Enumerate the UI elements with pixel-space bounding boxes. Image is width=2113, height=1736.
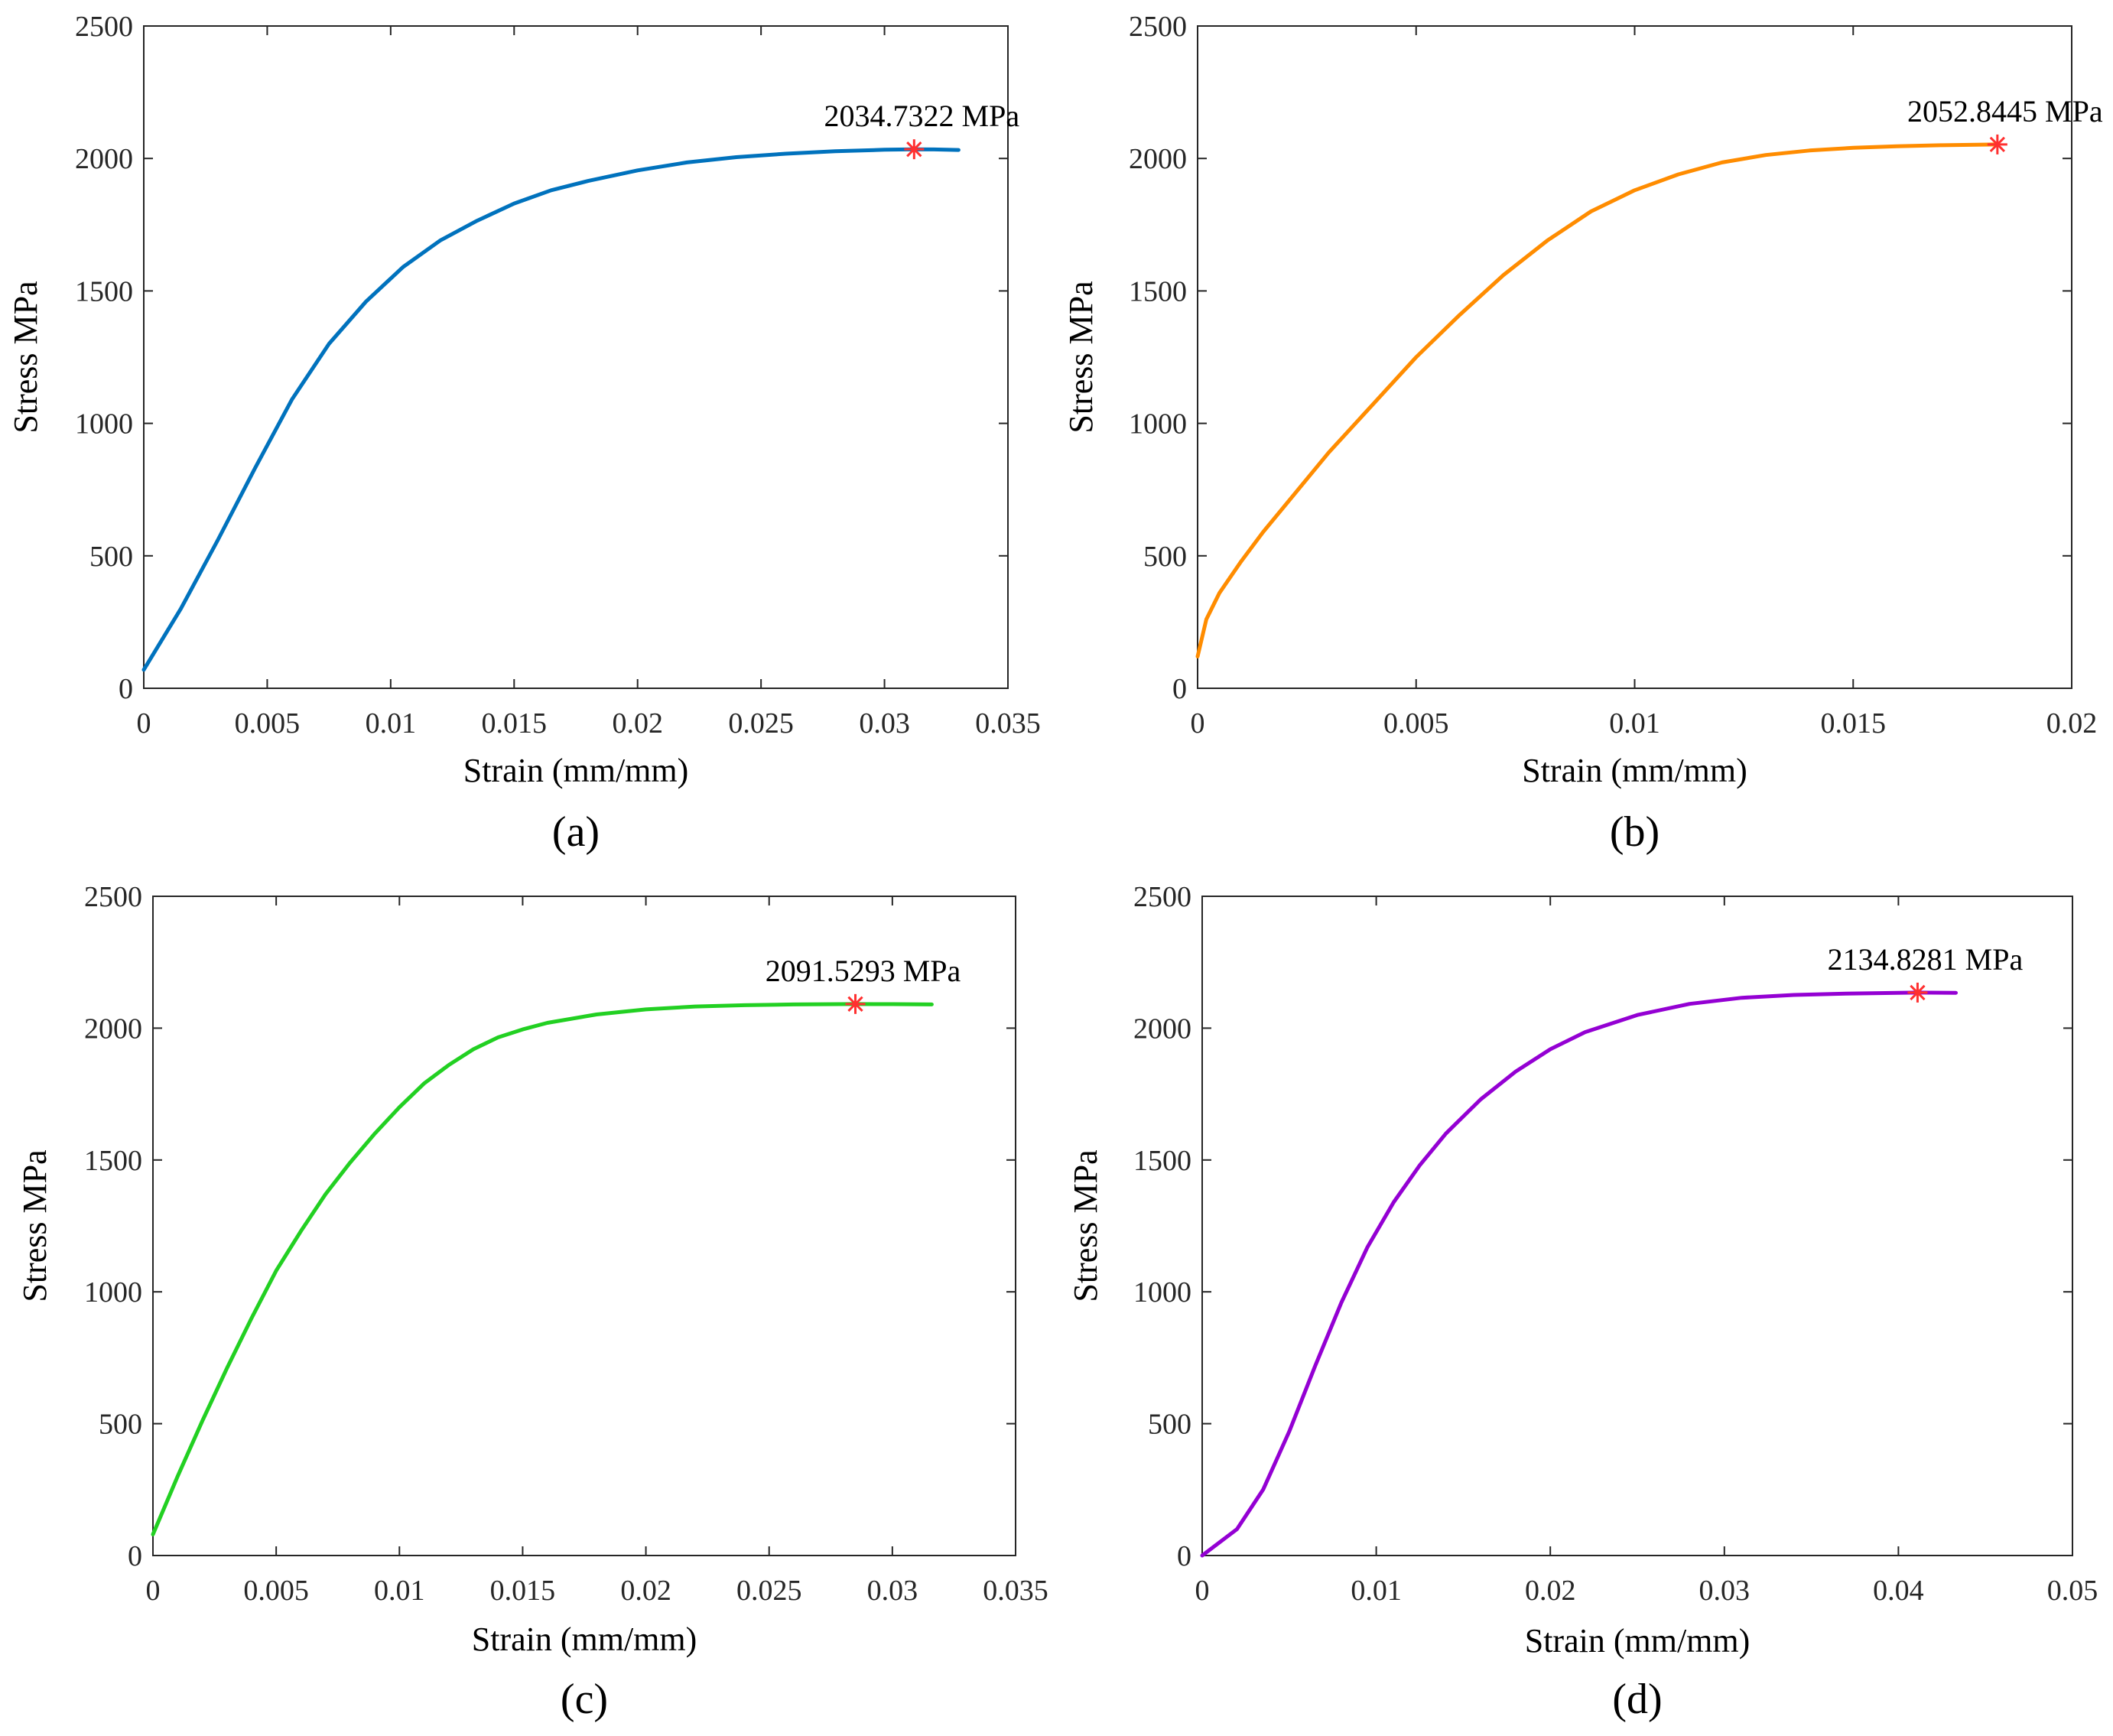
- chart-2-xlabel: Strain (mm/mm): [1522, 752, 1747, 789]
- chart-3-series-line: [151, 1002, 934, 1536]
- chart-4-axes-box: [1201, 896, 2073, 1556]
- chart-4-xtick-label: 0: [1195, 1575, 1210, 1607]
- chart-3-xtick-label: 0.03: [867, 1575, 918, 1607]
- chart-1-peak-label: 2034.7322 MPa: [824, 99, 1020, 133]
- chart-3-ytick-label: 500: [99, 1409, 142, 1441]
- chart-3-xtick-label: 0.015: [490, 1575, 556, 1607]
- chart-1-ytick-label: 1000: [75, 408, 133, 441]
- chart-2-panel: 0 0.005 0.01 0.015 0.02 0 500 1000 1500 2000 2500 S…: [1062, 11, 2103, 856]
- chart-3-xtick-label: 0.01: [374, 1575, 425, 1607]
- chart-4-ytick-label: 500: [1148, 1409, 1191, 1441]
- chart-3-ytick-label: 1000: [84, 1276, 142, 1309]
- chart-3-xtick-label: 0.005: [243, 1575, 309, 1607]
- chart-3-xtick-label: 0.025: [736, 1575, 802, 1607]
- chart-4-ytick-label: 2500: [1133, 881, 1191, 913]
- chart-2-xtick-label: 0: [1191, 707, 1205, 740]
- chart-3-peak-label: 2091.5293 MPa: [766, 954, 961, 988]
- chart-3-xtick-label: 0.02: [620, 1575, 671, 1607]
- chart-2-xtick-label: 0.015: [1821, 707, 1887, 740]
- chart-1-ytick-label: 2000: [75, 143, 133, 175]
- chart-4-peak-label: 2134.8281 MPa: [1828, 942, 2024, 977]
- chart-2-xtick-label: 0.005: [1383, 707, 1449, 740]
- chart-1-series-line: [141, 147, 961, 672]
- chart-1-xlabel: Strain (mm/mm): [463, 752, 689, 789]
- chart-4-xtick-label: 0.03: [1699, 1575, 1751, 1607]
- chart-1-ylabel: Stress MPa: [7, 281, 44, 433]
- chart-1-xtick-label: 0.01: [366, 707, 417, 740]
- chart-3-panel: 0 0.005 0.01 0.015 0.02 0.025 0.03 0.035 0 500 100…: [16, 881, 1048, 1723]
- chart-1-ytick-label: 500: [89, 541, 133, 573]
- chart-1-peak-marker: [904, 139, 925, 160]
- chart-1-axes-box: [143, 25, 1009, 689]
- chart-4-caption: (d): [1612, 1676, 1662, 1723]
- chart-1-xtick-label: 0.03: [859, 707, 910, 740]
- chart-2-series-line: [1195, 142, 2000, 658]
- chart-2-ytick-label: 0: [1172, 673, 1187, 705]
- chart-3-xtick-label: 0: [146, 1575, 161, 1607]
- chart-4-ytick-label: 0: [1177, 1540, 1191, 1572]
- chart-3-ytick-label: 1500: [84, 1145, 142, 1177]
- chart-4-ytick-label: 1000: [1133, 1276, 1191, 1309]
- chart-1-panel: 0 0.005 0.01 0.015 0.02 0.025 0.03 0.035 0 500 100…: [7, 11, 1041, 856]
- chart-3-caption: (c): [561, 1676, 608, 1723]
- chart-4-ylabel: Stress MPa: [1067, 1149, 1104, 1302]
- chart-2-ylabel: Stress MPa: [1062, 281, 1100, 433]
- chart-3-ytick-label: 2000: [84, 1013, 142, 1045]
- chart-2-peak-marker: [1987, 134, 2007, 154]
- chart-1-ytick-label: 2500: [75, 11, 133, 43]
- chart-2-ytick-label: 1500: [1129, 275, 1187, 307]
- chart-3-xtick-label: 0.035: [983, 1575, 1048, 1607]
- chart-4-xtick-label: 0.01: [1351, 1575, 1402, 1607]
- chart-2-ytick-label: 2500: [1129, 11, 1187, 43]
- chart-4-xtick-label: 0.02: [1525, 1575, 1576, 1607]
- chart-2-xtick-label: 0.02: [2046, 707, 2098, 740]
- chart-3-ylabel: Stress MPa: [16, 1149, 54, 1302]
- chart-1-xtick-label: 0: [137, 707, 151, 740]
- chart-4-xtick-label: 0.04: [1873, 1575, 1924, 1607]
- chart-3-ytick-label: 0: [128, 1540, 142, 1572]
- chart-2-xtick-label: 0.01: [1609, 707, 1660, 740]
- chart-4-ytick-label: 1500: [1133, 1145, 1191, 1177]
- chart-3-axes-box: [152, 896, 1016, 1556]
- chart-1-caption: (a): [552, 808, 600, 856]
- chart-1-xtick-label: 0.005: [235, 707, 301, 740]
- chart-4-xlabel: Strain (mm/mm): [1525, 1622, 1751, 1660]
- chart-4-ytick-label: 2000: [1133, 1013, 1191, 1045]
- chart-4-xtick-label: 0.05: [2047, 1575, 2098, 1607]
- chart-3-xlabel: Strain (mm/mm): [472, 1621, 697, 1658]
- chart-1-ytick-label: 0: [119, 673, 133, 705]
- chart-4-peak-marker: [1907, 982, 1928, 1003]
- chart-3-ytick-label: 2500: [84, 881, 142, 913]
- chart-2-ytick-label: 500: [1143, 541, 1187, 573]
- chart-3-peak-marker: [845, 993, 866, 1014]
- chart-2-ytick-label: 2000: [1129, 143, 1187, 175]
- chart-1-xtick-label: 0.02: [612, 707, 663, 740]
- chart-2-caption: (b): [1610, 808, 1660, 856]
- chart-2-ytick-label: 1000: [1129, 408, 1187, 441]
- chart-4-series-line: [1200, 990, 1958, 1558]
- chart-2-peak-label: 2052.8445 MPa: [1907, 94, 2103, 128]
- chart-1-xtick-label: 0.015: [482, 707, 548, 740]
- chart-1-ytick-label: 1500: [75, 275, 133, 307]
- chart-4-panel: 0 0.01 0.02 0.03 0.04 0.05 0 500 1000 1500 2000 250…: [1067, 881, 2098, 1723]
- chart-1-xtick-label: 0.035: [975, 707, 1041, 740]
- chart-1-xtick-label: 0.025: [728, 707, 794, 740]
